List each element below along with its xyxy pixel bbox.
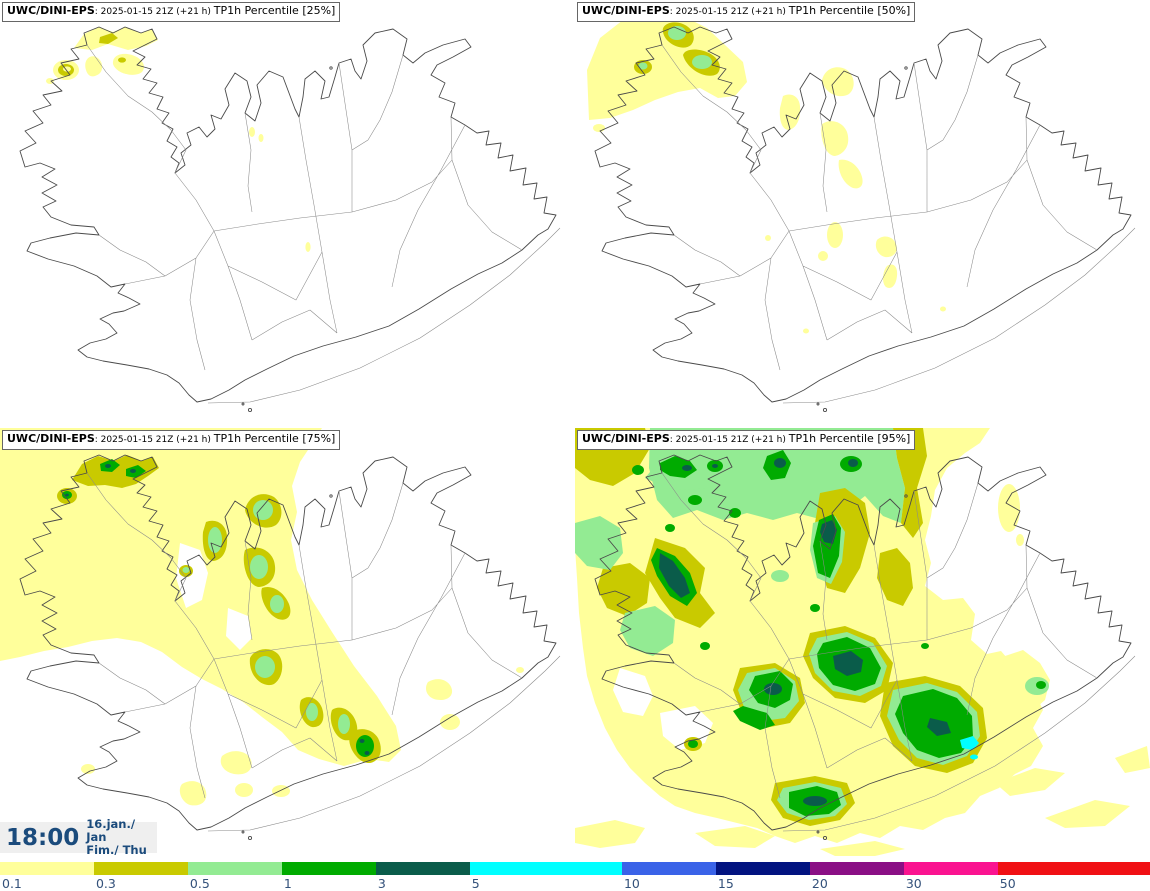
run-info: : 2025-01-15 21Z (+21 h) [669,435,789,445]
colorbar-tick-label: 15 [717,876,734,891]
model-name: UWC/DINI-EPS [7,4,95,17]
coastline-borders [19,26,561,413]
panel-title-25: UWC/DINI-EPS: 2025-01-15 21Z (+21 h) TP1… [2,2,341,22]
colorbar-tick-label: 20 [811,876,828,891]
iceland-map-75 [0,428,561,841]
colorbar-tick-label: 0.5 [189,876,210,891]
field-label: TP1h Percentile [75%] [213,432,336,445]
colorbar-segment: 0.5 [187,862,282,891]
panel-title-75: UWC/DINI-EPS: 2025-01-15 21Z (+21 h) TP1… [2,430,341,450]
precip-overlay-95 [575,428,1150,856]
valid-time: 18:00 [6,824,80,851]
field-label: TP1h Percentile [25%] [213,4,336,17]
colorbar-segment: 0.3 [93,862,188,891]
run-info: : 2025-01-15 21Z (+21 h) [94,435,214,445]
map-grid: UWC/DINI-EPS: 2025-01-15 21Z (+21 h) TP1… [0,0,1150,856]
colorbar-area: 0.1 0.3 0.5 1 3 5 10 15 20 30 50 [0,856,1150,891]
colorbar-tick-label: 10 [623,876,640,891]
run-info: : 2025-01-15 21Z (+21 h) [94,7,214,17]
colorbar-tick-label: 5 [471,876,480,891]
colorbar-tick-label: 0.3 [95,876,116,891]
precip-overlay-75 [0,428,524,806]
colorbar-segment: 1 [281,862,376,891]
panel-title-95: UWC/DINI-EPS: 2025-01-15 21Z (+21 h) TP1… [577,430,916,450]
colorbar-tick-label: 0.1 [2,876,22,891]
colorbar-segment: 20 [809,862,904,891]
map-panel-50: UWC/DINI-EPS: 2025-01-15 21Z (+21 h) TP1… [575,0,1150,428]
colorbar-tick-label: 3 [377,876,386,891]
run-info: : 2025-01-15 21Z (+21 h) [669,7,789,17]
field-label: TP1h Percentile [95%] [788,432,911,445]
colorbar-tick-label: 50 [999,876,1016,891]
iceland-map-50 [587,14,1136,413]
valid-time-box: 18:00 16.jan./ Jan Fim./ Thu [0,818,157,857]
map-panel-75: UWC/DINI-EPS: 2025-01-15 21Z (+21 h) TP1… [0,428,575,856]
colorbar-segment: 0.1 [0,862,94,891]
colorbar-segment: 30 [903,862,998,891]
valid-date: 16.jan./ Jan [86,817,136,844]
colorbar-segment: 3 [375,862,470,891]
iceland-map-95 [575,428,1150,856]
map-panel-25: UWC/DINI-EPS: 2025-01-15 21Z (+21 h) TP1… [0,0,575,428]
valid-day: Fim./ Thu [86,843,147,857]
colorbar-segment: 10 [621,862,716,891]
colorbar-tick-label: 1 [283,876,292,891]
precip-colorbar: 0.1 0.3 0.5 1 3 5 10 15 20 30 50 [0,862,1150,891]
colorbar-tick-label: 30 [905,876,922,891]
iceland-map-25 [19,26,561,413]
map-panel-95: UWC/DINI-EPS: 2025-01-15 21Z (+21 h) TP1… [575,428,1150,856]
colorbar-segment: 5 [469,862,622,891]
colorbar-segment: 50 [997,862,1150,891]
model-name: UWC/DINI-EPS [7,432,95,445]
field-label: TP1h Percentile [50%] [788,4,911,17]
model-name: UWC/DINI-EPS [582,4,670,17]
panel-title-50: UWC/DINI-EPS: 2025-01-15 21Z (+21 h) TP1… [577,2,916,22]
colorbar-segment: 15 [715,862,810,891]
model-name: UWC/DINI-EPS [582,432,670,445]
